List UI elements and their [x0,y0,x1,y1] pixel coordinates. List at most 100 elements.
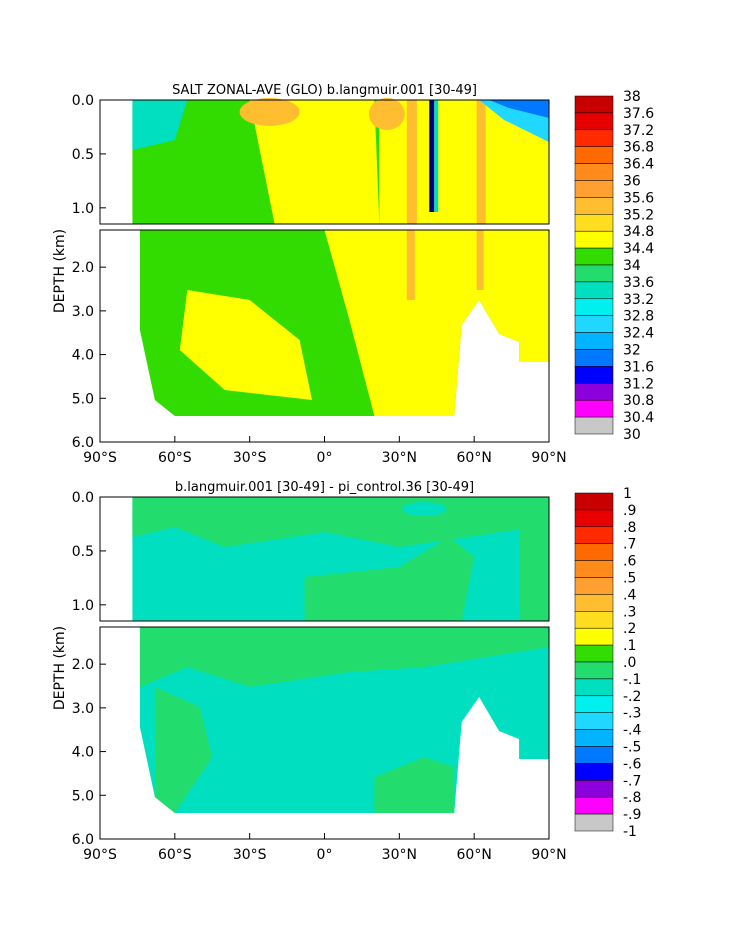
colorbar-swatch [574,813,614,832]
colorbar-swatch [574,577,614,595]
y-tick-label: 0.0 [72,490,94,506]
field-dark-column [429,100,435,212]
colorbar-label: -.8 [623,790,641,806]
colorbar-swatch [574,399,614,418]
colorbar-swatch [574,349,614,367]
colorbar-swatch [574,315,614,333]
colorbar-swatch [574,509,614,528]
colorbar-swatch [574,366,614,384]
field-yellow-lower [324,230,549,416]
colorbar-label: -.7 [623,773,641,789]
colorbar-swatch [574,163,614,181]
field-cyan [132,100,188,150]
upper-frame [99,496,550,622]
lower-section [139,627,549,813]
colorbar-label: 1 [623,486,632,502]
colorbar-label: 31.6 [623,359,654,375]
x-tick-label: 90°S [83,450,117,466]
colorbar-swatch [574,112,614,131]
colorbar-label: .2 [623,621,636,637]
upper-section [132,98,549,224]
x-tick-label: 60°S [158,450,192,466]
colorbar-label: 30 [623,427,641,443]
y-tick-label: 6.0 [72,832,94,848]
field-green-lower [139,627,549,687]
y-axis-label: DEPTH (km) [52,229,68,313]
colorbar-label: .4 [623,587,636,603]
upper-section [132,497,549,621]
colorbar-swatch [574,416,614,435]
colorbar-label: 34 [623,258,641,274]
colorbar-swatch [574,611,614,629]
colorbar-swatch [574,729,614,747]
colorbar-swatch [574,129,614,147]
y-tick-label: 0.5 [72,544,94,560]
colorbar-swatch [574,95,614,114]
lower-section [139,230,549,416]
colorbar-label: 33.2 [623,292,654,308]
colorbar-swatch [574,383,614,401]
colorbar-swatch [574,146,614,164]
colorbar-label: -.5 [623,740,641,756]
colorbar-swatch [574,678,614,697]
colorbar-swatch [574,695,614,713]
colorbar-label: 32.8 [623,309,654,325]
y-tick-label: 3.0 [72,701,94,717]
y-tick-label: 1.0 [72,598,94,614]
y-tick-label: 1.0 [72,201,94,217]
chart-title: b.langmuir.001 [30-49] - pi_control.36 [… [175,480,474,495]
x-tick-label: 60°N [457,847,492,863]
colorbar-label: 34.4 [623,241,654,257]
colorbar-label: .3 [623,604,636,620]
field-cyan-patch [402,502,447,516]
colorbar-label: .1 [623,638,636,654]
x-tick-label: 90°S [83,847,117,863]
field-orange-column-2 [476,100,486,224]
colorbar-label: -.4 [623,723,642,739]
x-tick-label: 30°N [382,847,417,863]
colorbar-label: 32.4 [623,326,654,342]
x-tick-label: 90°N [531,450,566,466]
colorbar-swatch [574,281,614,300]
colorbar-label: -.6 [623,756,642,772]
y-tick-label: 2.0 [72,260,94,276]
chart-panel-1: SALT ZONAL-AVE (GLO) b.langmuir.001 [30-… [52,83,654,466]
colorbar-label: 35.2 [623,207,654,223]
x-tick-label: 0° [317,847,333,863]
colorbar-label: .9 [623,503,636,519]
colorbar-label: 36 [623,174,641,190]
colorbar-swatch [574,712,614,730]
colorbar-label: 37.6 [623,106,654,122]
upper-frame [99,99,550,225]
chart-panel-2: b.langmuir.001 [30-49] - pi_control.36 [… [52,480,642,863]
y-tick-label: 4.0 [72,348,94,364]
field-green-deep-n [374,757,455,813]
field-orange-column [406,100,417,224]
field-green-2 [304,537,475,621]
colorbar-swatch [574,298,614,316]
colorbar-label: -.9 [623,807,641,823]
colorbar-swatch [574,332,614,350]
x-tick-label: 90°N [531,847,566,863]
colorbar-label: 31.2 [623,376,654,392]
colorbar-swatch [574,492,614,511]
colorbar-swatch [574,661,614,680]
colorbar-label: 30.4 [623,410,654,426]
field-yellow [249,100,380,224]
chart-title: SALT ZONAL-AVE (GLO) b.langmuir.001 [30-… [172,83,477,98]
y-tick-label: 0.0 [72,93,94,109]
colorbar-label: 36.4 [623,157,654,173]
colorbar: 1.9.8.7.6.5.4.3.2.1.0-.1-.2-.3-.4-.5-.6-… [574,486,642,840]
x-tick-label: 60°N [457,450,492,466]
field-orange-deep [406,230,415,300]
colorbar-label: 36.8 [623,140,654,156]
x-tick-label: 30°N [382,450,417,466]
colorbar-swatch [574,560,614,578]
colorbar-label: 33.6 [623,275,654,291]
colorbar-swatch [574,644,614,663]
colorbar-swatch [574,796,614,815]
field-orange-deep-2 [476,230,484,290]
colorbar-label: -1 [623,824,637,840]
field-yellow-blob [179,290,313,400]
